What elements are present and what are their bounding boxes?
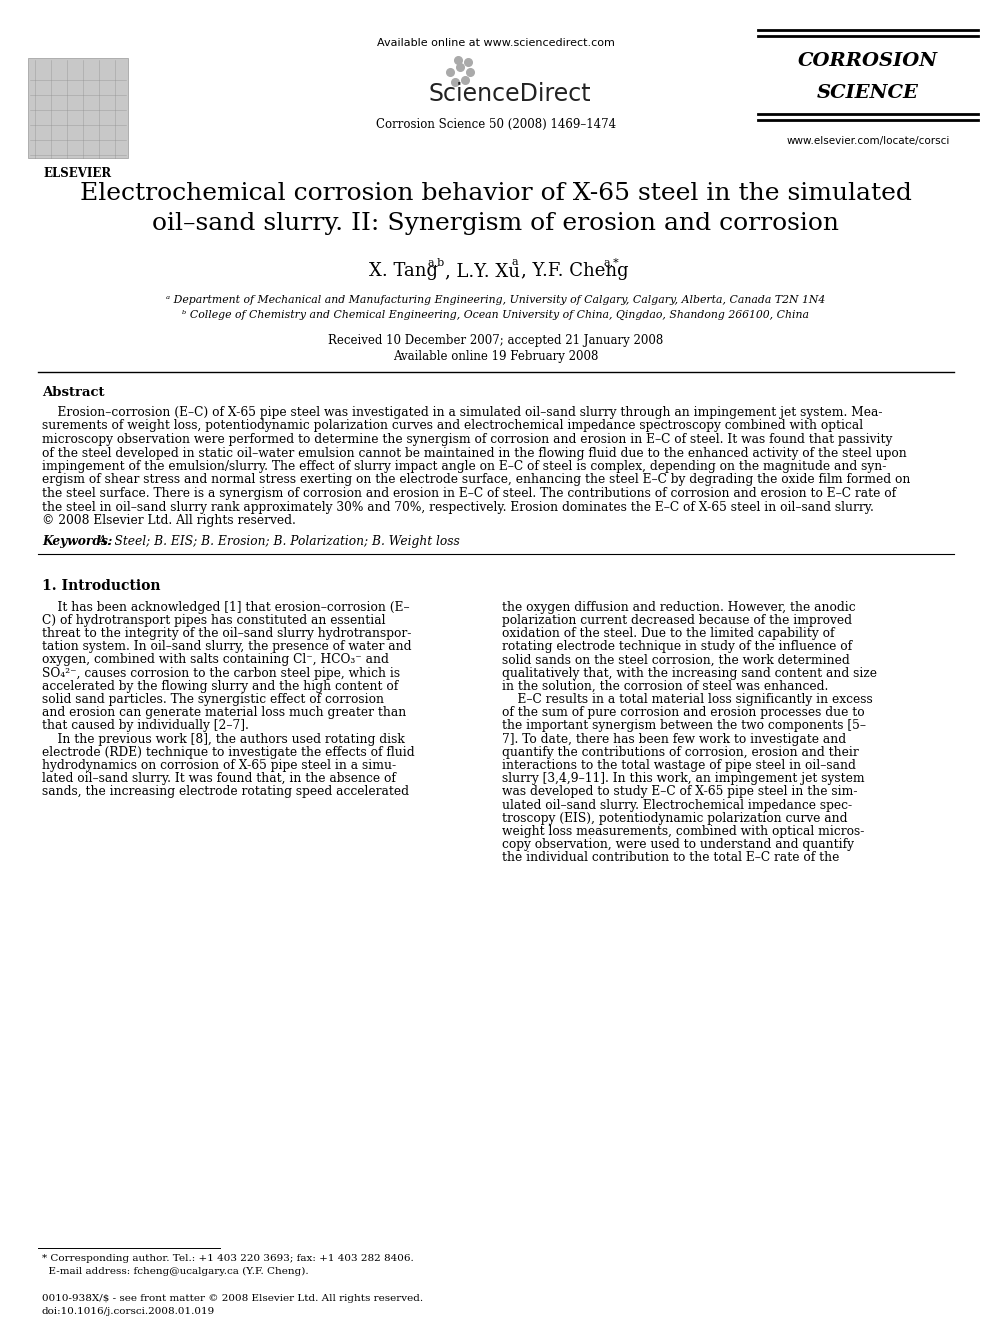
Text: that caused by individually [2–7].: that caused by individually [2–7]. <box>42 720 249 733</box>
Text: the steel in oil–sand slurry rank approximately 30% and 70%, respectively. Erosi: the steel in oil–sand slurry rank approx… <box>42 500 874 513</box>
Text: * Corresponding author. Tel.: +1 403 220 3693; fax: +1 403 282 8406.: * Corresponding author. Tel.: +1 403 220… <box>42 1254 414 1263</box>
Text: a,b: a,b <box>427 257 444 267</box>
Text: impingement of the emulsion/slurry. The effect of slurry impact angle on E–C of : impingement of the emulsion/slurry. The … <box>42 460 887 474</box>
Text: , Y.F. Cheng: , Y.F. Cheng <box>521 262 629 280</box>
Text: www.elsevier.com/locate/corsci: www.elsevier.com/locate/corsci <box>787 136 949 146</box>
Text: the individual contribution to the total E–C rate of the: the individual contribution to the total… <box>502 851 839 864</box>
Text: a,*: a,* <box>603 257 619 267</box>
Text: ᵇ College of Chemistry and Chemical Engineering, Ocean University of China, Qing: ᵇ College of Chemistry and Chemical Engi… <box>183 310 809 320</box>
Text: was developed to study E–C of X-65 pipe steel in the sim-: was developed to study E–C of X-65 pipe … <box>502 786 857 798</box>
Text: in the solution, the corrosion of steel was enhanced.: in the solution, the corrosion of steel … <box>502 680 828 693</box>
Text: 7]. To date, there has been few work to investigate and: 7]. To date, there has been few work to … <box>502 733 846 745</box>
Text: the oxygen diffusion and reduction. However, the anodic: the oxygen diffusion and reduction. Howe… <box>502 601 856 614</box>
Text: ᵃ Department of Mechanical and Manufacturing Engineering, University of Calgary,: ᵃ Department of Mechanical and Manufactu… <box>167 295 825 306</box>
Text: a: a <box>511 257 518 267</box>
Text: E-mail address: fcheng@ucalgary.ca (Y.F. Cheng).: E-mail address: fcheng@ucalgary.ca (Y.F.… <box>42 1267 309 1277</box>
Text: oil–sand slurry. II: Synergism of erosion and corrosion: oil–sand slurry. II: Synergism of erosio… <box>153 212 839 235</box>
Text: tation system. In oil–sand slurry, the presence of water and: tation system. In oil–sand slurry, the p… <box>42 640 412 654</box>
Text: SO₄²⁻, causes corrosion to the carbon steel pipe, which is: SO₄²⁻, causes corrosion to the carbon st… <box>42 667 400 680</box>
Text: polarization current decreased because of the improved: polarization current decreased because o… <box>502 614 852 627</box>
Text: ergism of shear stress and normal stress exerting on the electrode surface, enha: ergism of shear stress and normal stress… <box>42 474 911 487</box>
Text: CORROSION: CORROSION <box>798 52 938 70</box>
Text: doi:10.1016/j.corsci.2008.01.019: doi:10.1016/j.corsci.2008.01.019 <box>42 1307 215 1316</box>
Text: surements of weight loss, potentiodynamic polarization curves and electrochemica: surements of weight loss, potentiodynami… <box>42 419 863 433</box>
Text: qualitatively that, with the increasing sand content and size: qualitatively that, with the increasing … <box>502 667 877 680</box>
Text: slurry [3,4,9–11]. In this work, an impingement jet system: slurry [3,4,9–11]. In this work, an impi… <box>502 773 865 785</box>
Text: Erosion–corrosion (E–C) of X-65 pipe steel was investigated in a simulated oil–s: Erosion–corrosion (E–C) of X-65 pipe ste… <box>42 406 883 419</box>
Text: ScienceDirect: ScienceDirect <box>429 82 591 106</box>
Text: ulated oil–sand slurry. Electrochemical impedance spec-: ulated oil–sand slurry. Electrochemical … <box>502 799 852 811</box>
Text: Available online at www.sciencedirect.com: Available online at www.sciencedirect.co… <box>377 38 615 48</box>
Text: A. Steel; B. EIS; B. Erosion; B. Polarization; B. Weight loss: A. Steel; B. EIS; B. Erosion; B. Polariz… <box>94 536 459 549</box>
Text: solid sand particles. The synergistic effect of corrosion: solid sand particles. The synergistic ef… <box>42 693 384 706</box>
Text: E–C results in a total material loss significantly in excess: E–C results in a total material loss sig… <box>502 693 873 706</box>
Text: In the previous work [8], the authors used rotating disk: In the previous work [8], the authors us… <box>42 733 405 745</box>
Text: sands, the increasing electrode rotating speed accelerated: sands, the increasing electrode rotating… <box>42 786 409 798</box>
Text: copy observation, were used to understand and quantify: copy observation, were used to understan… <box>502 837 854 851</box>
Text: quantify the contributions of corrosion, erosion and their: quantify the contributions of corrosion,… <box>502 746 859 758</box>
Text: and erosion can generate material loss much greater than: and erosion can generate material loss m… <box>42 706 407 720</box>
Text: rotating electrode technique in study of the influence of: rotating electrode technique in study of… <box>502 640 852 654</box>
Text: of the steel developed in static oil–water emulsion cannot be maintained in the : of the steel developed in static oil–wat… <box>42 446 907 459</box>
Text: troscopy (EIS), potentiodynamic polarization curve and: troscopy (EIS), potentiodynamic polariza… <box>502 812 847 824</box>
Text: 0010-938X/$ - see front matter © 2008 Elsevier Ltd. All rights reserved.: 0010-938X/$ - see front matter © 2008 El… <box>42 1294 424 1303</box>
Text: It has been acknowledged [1] that erosion–corrosion (E–: It has been acknowledged [1] that erosio… <box>42 601 410 614</box>
Text: the steel surface. There is a synergism of corrosion and erosion in E–C of steel: the steel surface. There is a synergism … <box>42 487 896 500</box>
Text: Abstract: Abstract <box>42 386 104 400</box>
Text: accelerated by the flowing slurry and the high content of: accelerated by the flowing slurry and th… <box>42 680 398 693</box>
Text: ELSEVIER: ELSEVIER <box>44 167 112 180</box>
Text: 1. Introduction: 1. Introduction <box>42 578 161 593</box>
Text: Available online 19 February 2008: Available online 19 February 2008 <box>393 351 599 363</box>
Text: Received 10 December 2007; accepted 21 January 2008: Received 10 December 2007; accepted 21 J… <box>328 333 664 347</box>
Text: oxidation of the steel. Due to the limited capability of: oxidation of the steel. Due to the limit… <box>502 627 834 640</box>
Text: C) of hydrotransport pipes has constituted an essential: C) of hydrotransport pipes has constitut… <box>42 614 386 627</box>
Text: hydrodynamics on corrosion of X-65 pipe steel in a simu-: hydrodynamics on corrosion of X-65 pipe … <box>42 759 396 771</box>
Text: , L.Y. Xu: , L.Y. Xu <box>445 262 520 280</box>
Text: microscopy observation were performed to determine the synergism of corrosion an: microscopy observation were performed to… <box>42 433 893 446</box>
Text: interactions to the total wastage of pipe steel in oil–sand: interactions to the total wastage of pip… <box>502 759 856 771</box>
Text: Corrosion Science 50 (2008) 1469–1474: Corrosion Science 50 (2008) 1469–1474 <box>376 118 616 131</box>
Text: solid sands on the steel corrosion, the work determined: solid sands on the steel corrosion, the … <box>502 654 850 667</box>
Text: X. Tang: X. Tang <box>369 262 438 280</box>
Text: weight loss measurements, combined with optical micros-: weight loss measurements, combined with … <box>502 826 864 837</box>
Text: SCIENCE: SCIENCE <box>817 83 919 102</box>
Bar <box>28 58 128 157</box>
Text: electrode (RDE) technique to investigate the effects of fluid: electrode (RDE) technique to investigate… <box>42 746 415 758</box>
Text: © 2008 Elsevier Ltd. All rights reserved.: © 2008 Elsevier Ltd. All rights reserved… <box>42 515 296 527</box>
Text: Electrochemical corrosion behavior of X-65 steel in the simulated: Electrochemical corrosion behavior of X-… <box>80 183 912 205</box>
Text: Keywords:: Keywords: <box>42 536 117 549</box>
Text: threat to the integrity of the oil–sand slurry hydrotranspor-: threat to the integrity of the oil–sand … <box>42 627 412 640</box>
Text: the important synergism between the two components [5–: the important synergism between the two … <box>502 720 866 733</box>
Text: lated oil–sand slurry. It was found that, in the absence of: lated oil–sand slurry. It was found that… <box>42 773 396 785</box>
Text: oxygen, combined with salts containing Cl⁻, HCO₃⁻ and: oxygen, combined with salts containing C… <box>42 654 389 667</box>
Text: of the sum of pure corrosion and erosion processes due to: of the sum of pure corrosion and erosion… <box>502 706 865 720</box>
